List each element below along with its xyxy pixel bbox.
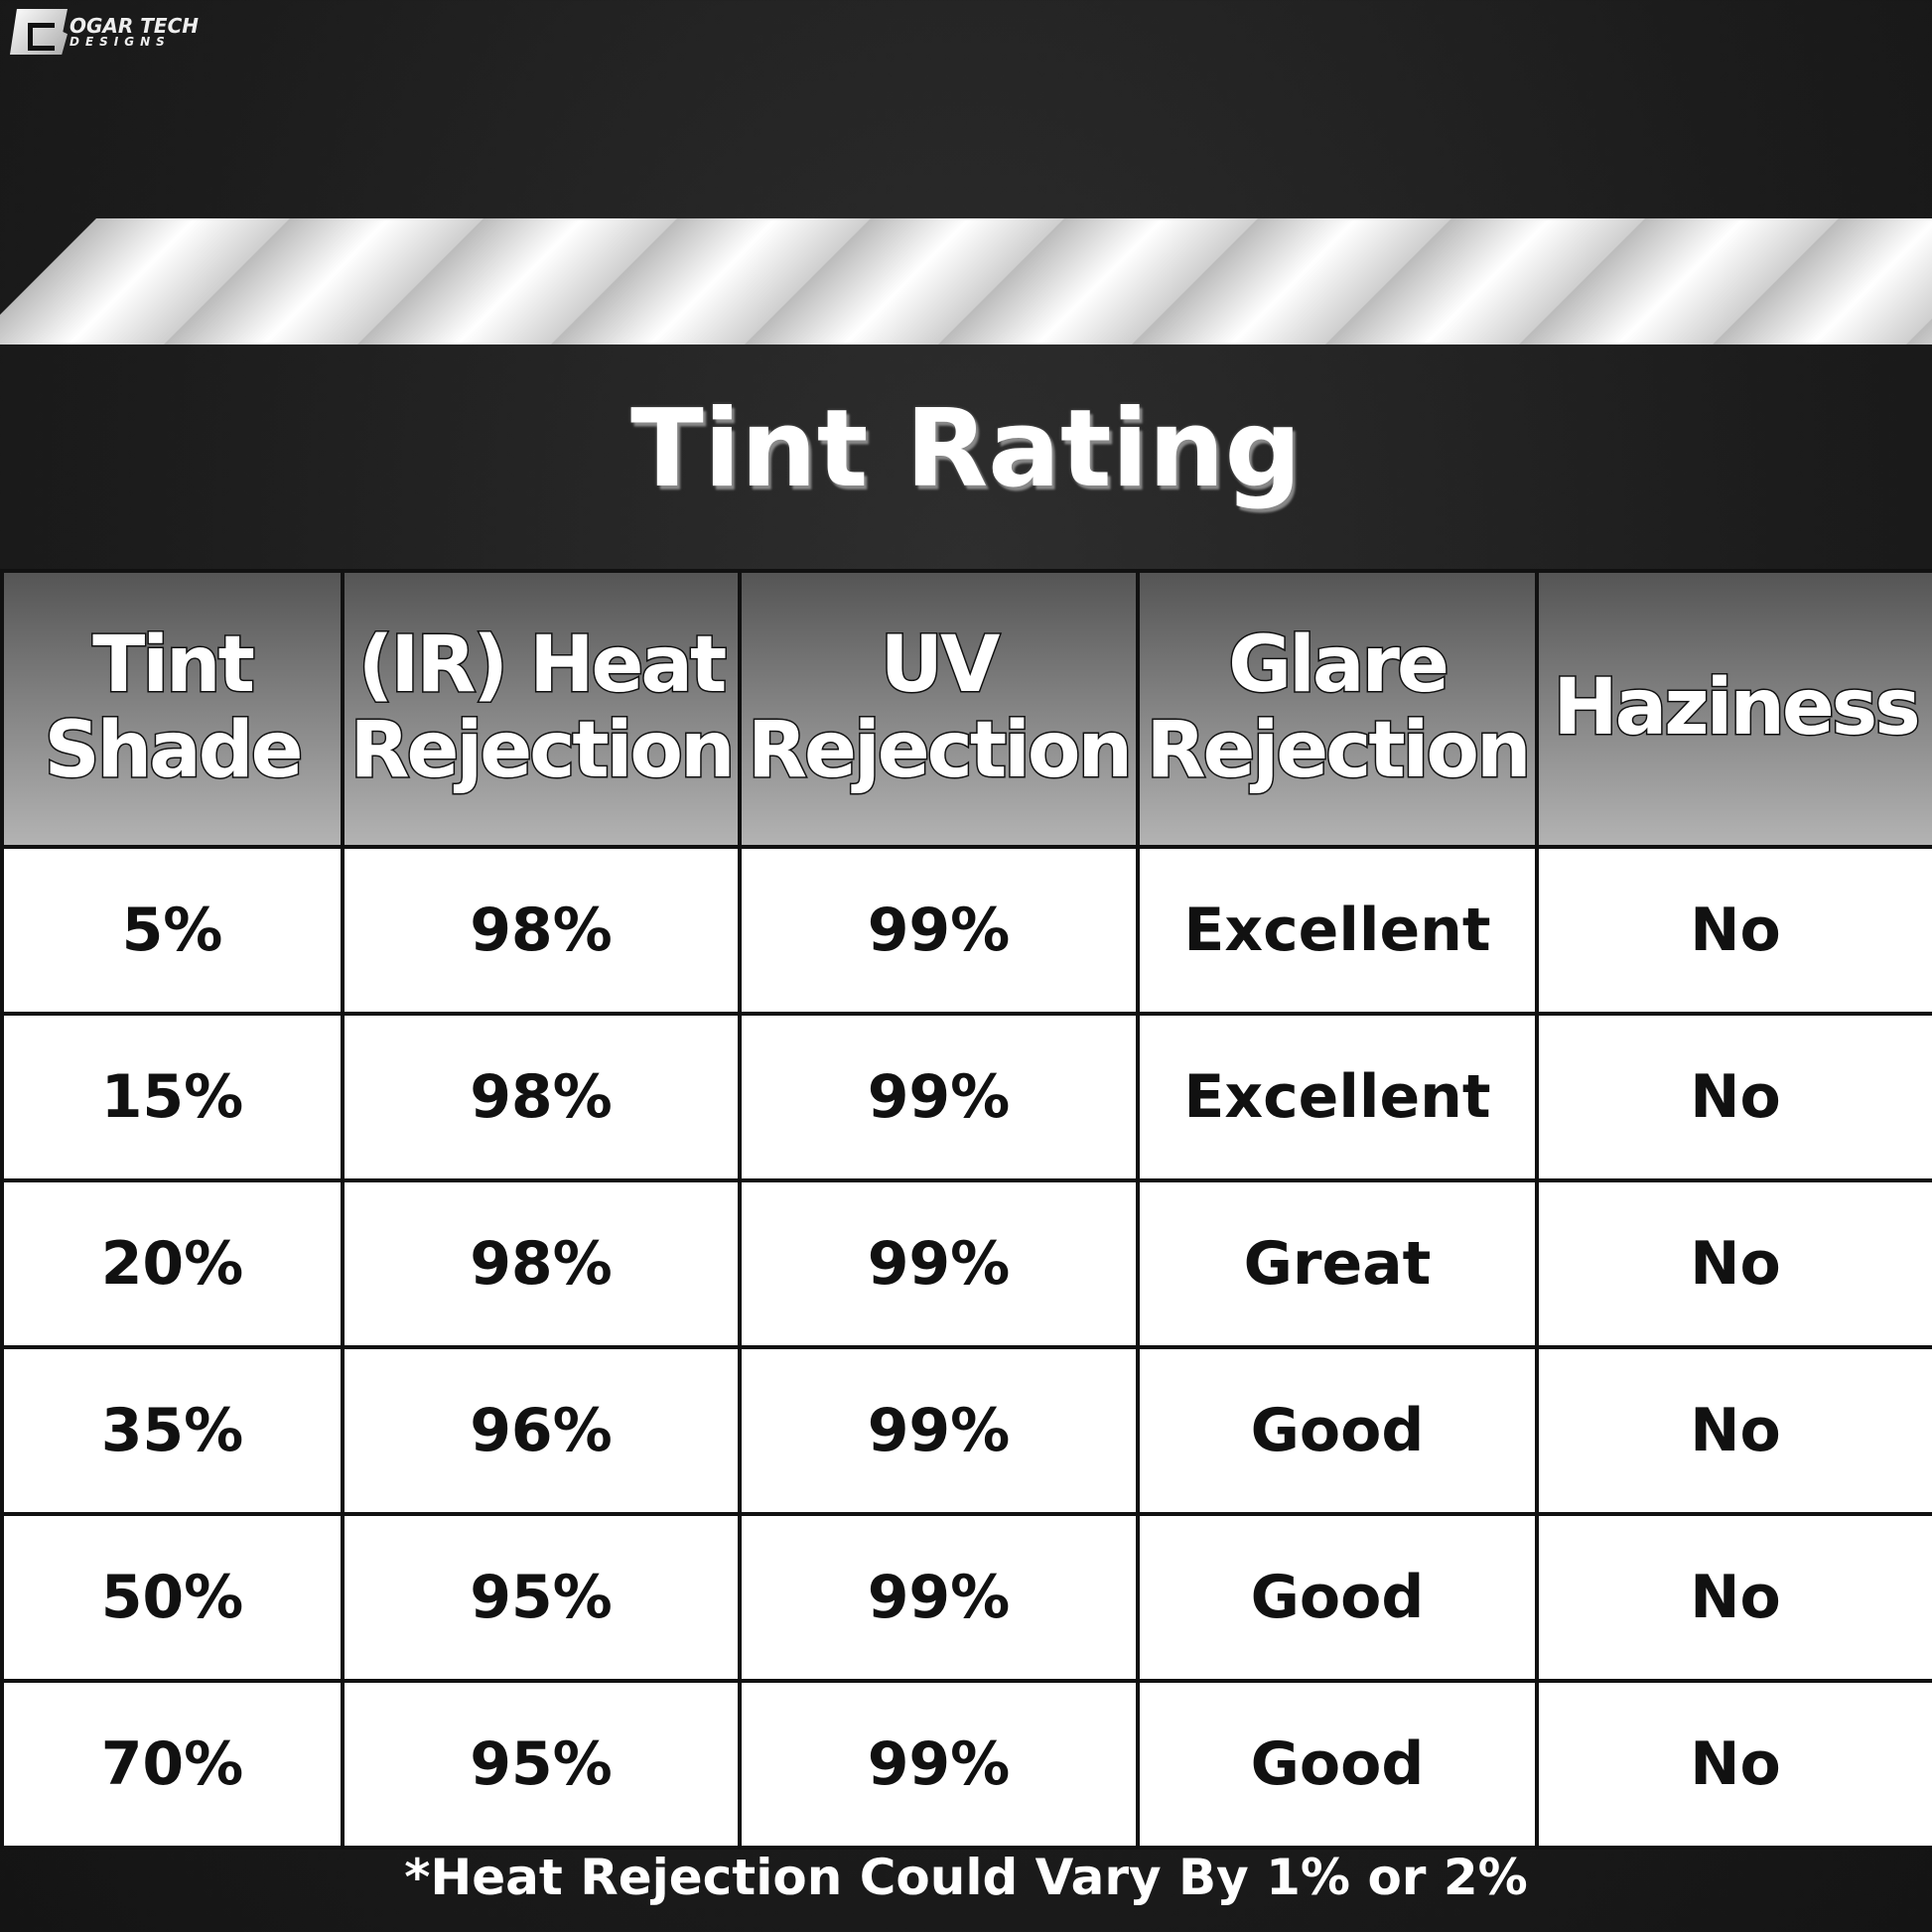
- column-header-line: Rejection: [1145, 706, 1533, 795]
- table-cell: 99%: [738, 1679, 1140, 1850]
- table-cell: Excellent: [1136, 1012, 1539, 1182]
- column-header: Glare Rejection: [1136, 569, 1539, 849]
- column-header-line: Rejection: [348, 706, 737, 795]
- table-cell: Excellent: [1136, 845, 1539, 1016]
- table-row: 35% 96% 99% Good No: [0, 1345, 1932, 1516]
- table-cell: 99%: [738, 845, 1140, 1016]
- table-cell: Good: [1136, 1345, 1539, 1516]
- table-cell: 99%: [738, 1178, 1140, 1349]
- table-cell: No: [1535, 1012, 1932, 1182]
- table-row: 70% 95% 99% Good No: [0, 1679, 1932, 1850]
- column-header-line: Shade: [43, 706, 305, 795]
- column-header-line: Rejection: [747, 706, 1135, 795]
- table-cell: 35%: [0, 1345, 345, 1516]
- table-cell: 5%: [0, 845, 345, 1016]
- table-cell: Good: [1136, 1512, 1539, 1683]
- decorative-stripes: [0, 218, 1932, 345]
- table-row: 20% 98% 99% Great No: [0, 1178, 1932, 1349]
- table-cell: 98%: [341, 1178, 742, 1349]
- table-cell: 99%: [738, 1012, 1140, 1182]
- table-cell: No: [1535, 1512, 1932, 1683]
- column-header-line: Tint: [91, 621, 257, 711]
- table-cell: No: [1535, 1345, 1932, 1516]
- table-cell: 95%: [341, 1679, 742, 1850]
- logo: OGAR TECH DESIGNS: [10, 8, 199, 56]
- table-cell: 99%: [738, 1512, 1140, 1683]
- column-header-line: UV: [879, 621, 1002, 711]
- logo-line1: OGAR TECH: [69, 14, 199, 38]
- table-cell: 95%: [341, 1512, 742, 1683]
- column-header: (IR) Heat Rejection: [341, 569, 742, 849]
- table-cell: 20%: [0, 1178, 345, 1349]
- table-row: 50% 95% 99% Good No: [0, 1512, 1932, 1683]
- table-cell: Great: [1136, 1178, 1539, 1349]
- table-cell: Good: [1136, 1679, 1539, 1850]
- column-header: UV Rejection: [738, 569, 1140, 849]
- table-cell: 70%: [0, 1679, 345, 1850]
- footnote: *Heat Rejection Could Vary By 1% or 2%: [404, 1849, 1528, 1906]
- table-row: 15% 98% 99% Excellent No: [0, 1012, 1932, 1182]
- column-header-line: (IR) Heat: [356, 621, 729, 711]
- column-header-line: Haziness: [1552, 663, 1922, 754]
- logo-line2: DESIGNS: [69, 35, 171, 49]
- table-cell: 15%: [0, 1012, 345, 1182]
- column-header-line: Glare: [1227, 621, 1451, 711]
- column-header: Tint Shade: [0, 569, 345, 849]
- table-cell: No: [1535, 1679, 1932, 1850]
- table-cell: 96%: [341, 1345, 742, 1516]
- column-header: Haziness: [1535, 569, 1932, 849]
- table-cell: 99%: [738, 1345, 1140, 1516]
- table-cell: 98%: [341, 845, 742, 1016]
- table-cell: No: [1535, 845, 1932, 1016]
- table-cell: 50%: [0, 1512, 345, 1683]
- table-cell: 98%: [341, 1012, 742, 1182]
- tint-table: Tint Shade (IR) Heat Rejection UV Rejection Gl…: [0, 569, 1932, 1850]
- logo-mark: [10, 9, 68, 55]
- table-row: 5% 98% 99% Excellent No: [0, 845, 1932, 1016]
- table-cell: No: [1535, 1178, 1932, 1349]
- page-title: Tint Rating: [630, 387, 1302, 511]
